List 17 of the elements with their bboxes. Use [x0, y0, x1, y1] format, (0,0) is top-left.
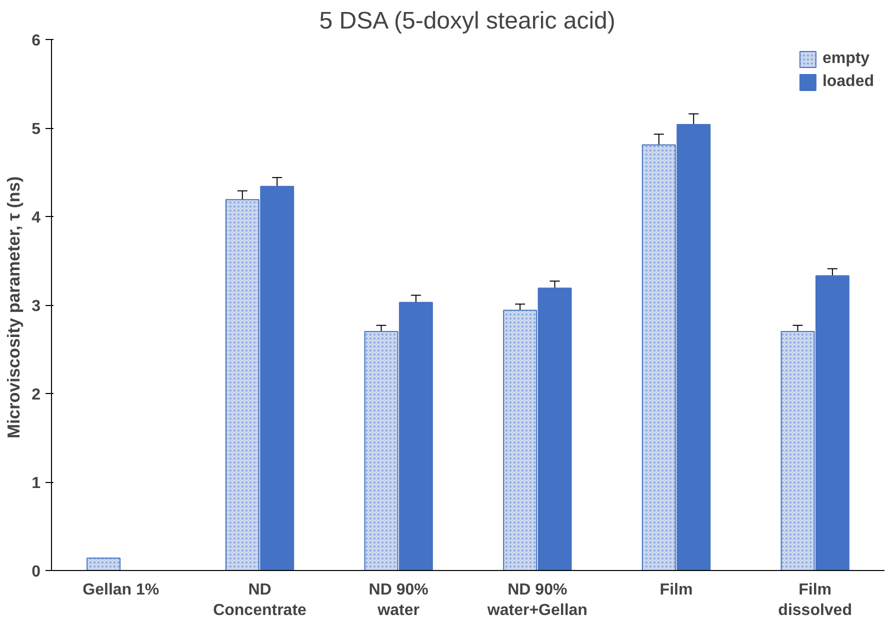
- y-tick-label: 3: [32, 298, 41, 315]
- x-tick-label: Film: [660, 582, 693, 598]
- y-axis-title: Microviscosity parameter, τ (ns): [4, 176, 24, 438]
- x-tick-label: Gellan 1%: [82, 582, 160, 598]
- chart-title: 5 DSA (5-doxyl stearic acid): [319, 8, 616, 34]
- y-tick-label: 5: [32, 121, 41, 138]
- x-tick-label: Film dissolved: [778, 582, 852, 619]
- x-tick-label: ND Concentrate: [213, 582, 307, 619]
- legend-label: empty: [822, 50, 870, 68]
- y-tick-label: 0: [32, 564, 41, 580]
- y-tick-label: 6: [32, 32, 41, 50]
- y-tick-label: 4: [32, 210, 41, 226]
- y-tick-label: 2: [32, 386, 41, 404]
- legend-label: loaded: [822, 73, 874, 91]
- x-tick-label: ND 90% water+Gellan: [486, 582, 588, 619]
- x-tick-label: ND 90% water: [368, 582, 428, 619]
- y-tick-label: 1: [32, 475, 41, 492]
